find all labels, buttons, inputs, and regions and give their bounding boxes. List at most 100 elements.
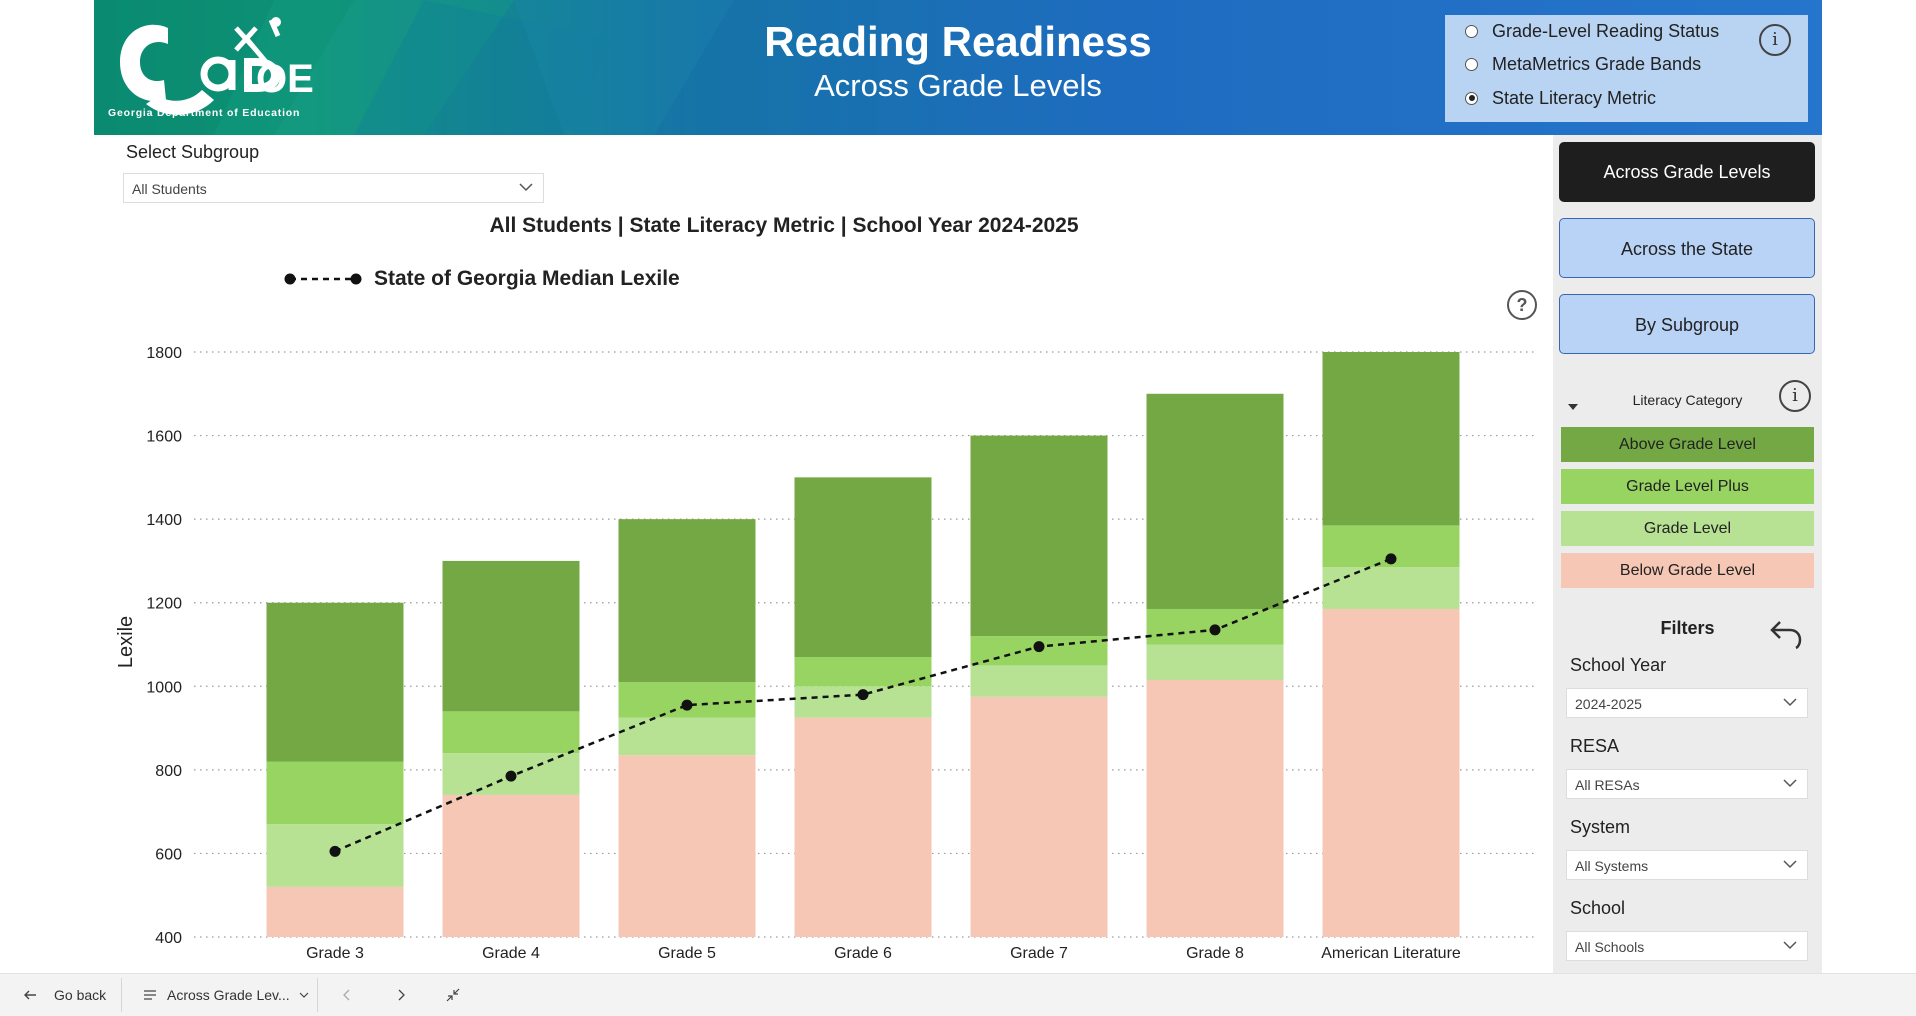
median-lexile-point xyxy=(681,699,693,711)
chevron-down-icon xyxy=(1783,860,1797,869)
gadoe-logo-icon: OE xyxy=(120,17,314,115)
arrow-left-icon xyxy=(24,990,36,1000)
x-tick-label: Grade 8 xyxy=(1186,945,1244,962)
info-icon[interactable]: i xyxy=(1759,24,1791,56)
view-option-label: State Literacy Metric xyxy=(1492,87,1657,108)
legend-median-line-icon xyxy=(284,273,362,285)
bar-segment-above-grade-level xyxy=(794,477,932,658)
school-year-value: 2024-2025 xyxy=(1575,696,1642,712)
reset-filters-icon[interactable] xyxy=(1766,612,1806,652)
bar-segment-grade-level xyxy=(1146,644,1284,681)
page-selector-dropdown[interactable]: Across Grade Lev... xyxy=(143,974,310,1016)
school-value: All Schools xyxy=(1575,939,1645,955)
median-lexile-point xyxy=(1385,553,1397,565)
median-lexile-point xyxy=(857,689,869,701)
exit-fullscreen-button[interactable] xyxy=(446,974,460,1016)
category-grade-level-plus[interactable]: Grade Level Plus xyxy=(1561,469,1814,504)
y-tick-label: 400 xyxy=(155,930,182,947)
median-lexile-point xyxy=(505,770,517,782)
chevron-down-icon xyxy=(1783,779,1797,788)
bar-segment-below-grade-level xyxy=(618,755,756,937)
radio-button[interactable] xyxy=(1465,24,1478,38)
view-option-metametrics-grade-bands[interactable]: MetaMetrics Grade Bands xyxy=(1465,53,1701,75)
x-tick-label: Grade 6 xyxy=(834,945,892,962)
sort-caret-icon[interactable] xyxy=(1568,404,1578,410)
literacy-category-title: Literacy Category xyxy=(1632,392,1743,408)
legend-median-label: State of Georgia Median Lexile xyxy=(374,267,680,290)
bar-segment-below-grade-level xyxy=(1322,608,1460,937)
subgroup-dropdown[interactable]: All Students xyxy=(123,173,544,203)
y-axis-label: Lexile xyxy=(115,616,137,668)
system-label: System xyxy=(1570,817,1631,837)
category-below-grade-level[interactable]: Below Grade Level xyxy=(1561,553,1814,588)
school-label: School xyxy=(1570,898,1626,918)
svg-text:OE: OE xyxy=(256,57,314,101)
x-tick-label: Grade 7 xyxy=(1010,945,1068,962)
view-option-grade-level-reading-status[interactable]: Grade-Level Reading Status xyxy=(1465,20,1719,42)
chevron-down-icon xyxy=(1783,698,1797,707)
page-subtitle: Across Grade Levels xyxy=(814,68,1102,103)
y-tick-label: 600 xyxy=(155,846,182,863)
subgroup-value: All Students xyxy=(132,181,207,197)
nav-across-state-button[interactable]: Across the State xyxy=(1559,218,1815,278)
bar-segment-above-grade-level xyxy=(970,435,1108,637)
bar-segment-above-grade-level xyxy=(442,560,580,712)
bar-segment-grade-level xyxy=(618,717,756,756)
subgroup-label: Select Subgroup xyxy=(126,142,260,162)
resa-dropdown[interactable]: All RESAs xyxy=(1566,769,1808,799)
bottom-navigation-bar: Go back Across Grade Lev... xyxy=(0,973,1916,1016)
chevron-right-icon xyxy=(398,989,405,1001)
previous-page-button[interactable] xyxy=(340,974,354,1016)
y-tick-label: 1000 xyxy=(146,679,182,696)
y-tick-label: 1400 xyxy=(146,512,182,529)
next-page-button[interactable] xyxy=(394,974,408,1016)
system-dropdown[interactable]: All Systems xyxy=(1566,850,1808,880)
collapse-icon xyxy=(446,988,460,1002)
median-lexile-point xyxy=(1209,624,1221,636)
school-year-dropdown[interactable]: 2024-2025 xyxy=(1566,688,1808,718)
left-margin xyxy=(0,0,94,973)
help-question-icon[interactable]: ? xyxy=(1507,290,1537,320)
view-option-label: MetaMetrics Grade Bands xyxy=(1492,53,1702,74)
stacked-bar-chart: 400 600 800 1000 1200 1400 1600 1800 Grade 3 Gra… xyxy=(115,345,1534,962)
nav-by-subgroup-button[interactable]: By Subgroup xyxy=(1559,294,1815,354)
chart-title: All Students | State Literacy Metric | S… xyxy=(489,214,1079,237)
filters-title: Filters xyxy=(1660,618,1715,638)
bar-segment-above-grade-level xyxy=(618,519,756,683)
bar-segment-grade-level-plus xyxy=(266,761,404,825)
list-icon xyxy=(144,990,156,1000)
bar-segment-above-grade-level xyxy=(266,602,404,762)
bar-segment-below-grade-level xyxy=(1146,680,1284,937)
school-dropdown[interactable]: All Schools xyxy=(1566,931,1808,961)
nav-across-grade-levels-button[interactable]: Across Grade Levels xyxy=(1559,142,1815,202)
bar-segment-grade-level xyxy=(970,665,1108,697)
bar-segment-grade-level-plus xyxy=(442,711,580,754)
go-back-button[interactable]: Go back xyxy=(22,974,106,1016)
view-option-state-literacy-metric[interactable]: State Literacy Metric xyxy=(1465,87,1656,109)
go-back-label: Go back xyxy=(54,987,107,1003)
radio-button[interactable] xyxy=(1465,57,1478,71)
median-lexile-point xyxy=(329,845,341,857)
right-margin xyxy=(1822,0,1916,973)
y-tick-label: 1600 xyxy=(146,429,182,446)
y-tick-label: 800 xyxy=(155,763,182,780)
school-year-label: School Year xyxy=(1570,655,1667,675)
category-grade-level[interactable]: Grade Level xyxy=(1561,511,1814,546)
logo-subtitle: Georgia Department of Education xyxy=(108,107,301,119)
bar-segment-below-grade-level xyxy=(794,717,932,937)
separator xyxy=(121,978,122,1012)
page-title: Reading Readiness xyxy=(764,18,1152,65)
view-option-panel: Grade-Level Reading Status MetaMetrics G… xyxy=(1445,15,1808,122)
bar-segment-above-grade-level xyxy=(1146,393,1284,609)
literacy-info-icon[interactable]: i xyxy=(1779,380,1811,412)
page-selector-label: Across Grade Lev... xyxy=(167,987,290,1003)
y-tick-label: 1800 xyxy=(146,345,182,362)
bar-segment-below-grade-level xyxy=(970,696,1108,937)
x-tick-label: American Literature xyxy=(1321,945,1461,962)
category-above-grade-level[interactable]: Above Grade Level xyxy=(1561,427,1814,462)
chevron-down-icon xyxy=(299,992,309,998)
separator xyxy=(317,978,318,1012)
bar-segment-below-grade-level xyxy=(442,794,580,937)
chevron-down-icon xyxy=(519,183,533,192)
radio-button-selected[interactable] xyxy=(1465,91,1478,105)
